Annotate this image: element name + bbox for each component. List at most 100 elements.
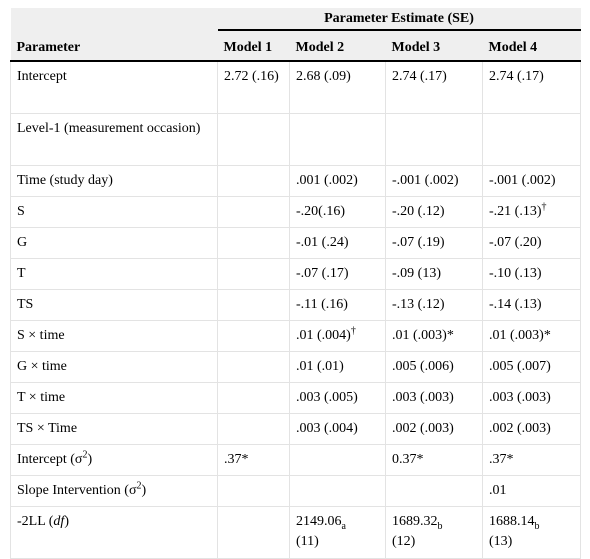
- model-3-cell: [385, 475, 483, 507]
- model-4-cell: .01 (.003)*: [482, 320, 581, 352]
- param-cell: S × time: [10, 320, 218, 352]
- model-2-cell: .01 (.01): [289, 351, 386, 383]
- model-1-cell: [217, 113, 290, 166]
- param-cell: TS: [10, 289, 218, 321]
- param-cell: Slope Intervention (σ2): [10, 475, 218, 507]
- model-1-cell: [217, 289, 290, 321]
- table-row: Level-1 (measurement occasion): [10, 113, 581, 166]
- model-3-cell: [385, 113, 483, 166]
- model-1-cell: [217, 382, 290, 414]
- param-cell: T × time: [10, 382, 218, 414]
- model-3-header: Model 3: [385, 30, 483, 62]
- header-spacer: [10, 8, 218, 30]
- model-4-cell: 2.74 (.17): [482, 60, 581, 114]
- table-row: G × time .01 (.01) .005 (.006) .005 (.00…: [10, 351, 581, 383]
- model-4-cell: -.21 (.13)†: [482, 196, 581, 228]
- model-3-cell: 2.74 (.17): [385, 60, 483, 114]
- param-text: Intercept (σ: [17, 452, 83, 467]
- model-3-cell: -.001 (.002): [385, 165, 483, 197]
- model-4-cell: .003 (.003): [482, 382, 581, 414]
- model-3-cell: 0.37*: [385, 444, 483, 476]
- model-4-cell: .005 (.007): [482, 351, 581, 383]
- subscript: b: [437, 520, 443, 532]
- cell-value: .01 (.004): [296, 328, 351, 343]
- model-1-cell: [217, 475, 290, 507]
- model-1-cell: .37*: [217, 444, 290, 476]
- param-text: Slope Intervention (σ: [17, 483, 137, 498]
- table-row: G -.01 (.24) -.07 (.19) -.07 (.20): [10, 227, 581, 259]
- table-row: S × time .01 (.004)† .01 (.003)* .01 (.0…: [10, 320, 581, 352]
- model-1-cell: [217, 506, 290, 559]
- param-italic: df: [53, 514, 65, 529]
- model-1-cell: [217, 413, 290, 445]
- group-header: Parameter Estimate (SE): [217, 8, 581, 31]
- model-4-cell: -.07 (.20): [482, 227, 581, 259]
- model-4-cell: .37*: [482, 444, 581, 476]
- param-tail: ): [64, 514, 69, 529]
- model-3-cell: .005 (.006): [385, 351, 483, 383]
- model-2-cell: -.11 (.16): [289, 289, 386, 321]
- model-2-cell: -.01 (.24): [289, 227, 386, 259]
- table-row: Intercept 2.72 (.16) 2.68 (.09) 2.74 (.1…: [10, 60, 581, 114]
- model-3-cell: 1689.32b (12): [385, 506, 483, 559]
- table-row: Slope Intervention (σ2) .01: [10, 475, 581, 507]
- model-3-cell: -.13 (.12): [385, 289, 483, 321]
- table-row: TS × Time .003 (.004) .002 (.003) .002 (…: [10, 413, 581, 445]
- param-cell: Intercept (σ2): [10, 444, 218, 476]
- model-1-cell: [217, 196, 290, 228]
- model-4-cell: .01: [482, 475, 581, 507]
- cell-df: (11): [296, 534, 319, 549]
- table-row: T × time .003 (.005) .003 (.003) .003 (.…: [10, 382, 581, 414]
- param-cell: -2LL (df): [10, 506, 218, 559]
- model-4-cell: .002 (.003): [482, 413, 581, 445]
- model-2-cell: [289, 113, 386, 166]
- param-cell: Time (study day): [10, 165, 218, 197]
- dagger-mark: †: [541, 201, 547, 213]
- model-2-header: Model 2: [289, 30, 386, 62]
- cell-value: 1688.14: [489, 514, 535, 529]
- param-cell: G × time: [10, 351, 218, 383]
- model-4-cell: -.001 (.002): [482, 165, 581, 197]
- model-2-cell: -.07 (.17): [289, 258, 386, 290]
- model-4-header: Model 4: [482, 30, 581, 62]
- table-row: -2LL (df) 2149.06a (11) 1689.32b (12) 1688…: [10, 506, 581, 559]
- model-3-cell: -.09 (13): [385, 258, 483, 290]
- model-2-cell: 2.68 (.09): [289, 60, 386, 114]
- model-1-cell: [217, 227, 290, 259]
- parameter-column-header: Parameter: [10, 30, 218, 62]
- model-1-cell: [217, 165, 290, 197]
- model-4-cell: -.10 (.13): [482, 258, 581, 290]
- cell-value: 1689.32: [392, 514, 438, 529]
- model-2-cell: .003 (.004): [289, 413, 386, 445]
- cell-value: 2149.06: [296, 514, 342, 529]
- model-3-cell: .01 (.003)*: [385, 320, 483, 352]
- param-cell: T: [10, 258, 218, 290]
- model-3-cell: -.20 (.12): [385, 196, 483, 228]
- table-row: Intercept (σ2) .37* 0.37* .37*: [10, 444, 581, 476]
- model-4-cell: [482, 113, 581, 166]
- table-row: Time (study day) .001 (.002) -.001 (.002…: [10, 165, 581, 197]
- cell-value: -.21 (.13): [489, 204, 542, 219]
- table-header: Parameter Estimate (SE) Parameter Model …: [10, 8, 581, 62]
- model-2-cell: -.20(.16): [289, 196, 386, 228]
- model-1-cell: 2.72 (.16): [217, 60, 290, 114]
- model-3-cell: -.07 (.19): [385, 227, 483, 259]
- model-2-cell: .001 (.002): [289, 165, 386, 197]
- model-2-cell: .003 (.005): [289, 382, 386, 414]
- model-4-cell: 1688.14b (13): [482, 506, 581, 559]
- param-tail: ): [87, 452, 93, 467]
- superscript: 2: [82, 449, 88, 461]
- parameter-estimate-table: Parameter Estimate (SE) Parameter Model …: [10, 8, 581, 559]
- model-2-cell: [289, 475, 386, 507]
- param-cell: TS × Time: [10, 413, 218, 445]
- table-row: TS -.11 (.16) -.13 (.12) -.14 (.13): [10, 289, 581, 321]
- cell-df: (13): [489, 534, 513, 549]
- param-text: -2LL (: [17, 514, 54, 529]
- dagger-mark: †: [350, 325, 356, 337]
- param-cell: G: [10, 227, 218, 259]
- model-2-cell: .01 (.004)†: [289, 320, 386, 352]
- model-1-cell: [217, 351, 290, 383]
- subscript: a: [341, 520, 346, 532]
- superscript: 2: [136, 480, 142, 492]
